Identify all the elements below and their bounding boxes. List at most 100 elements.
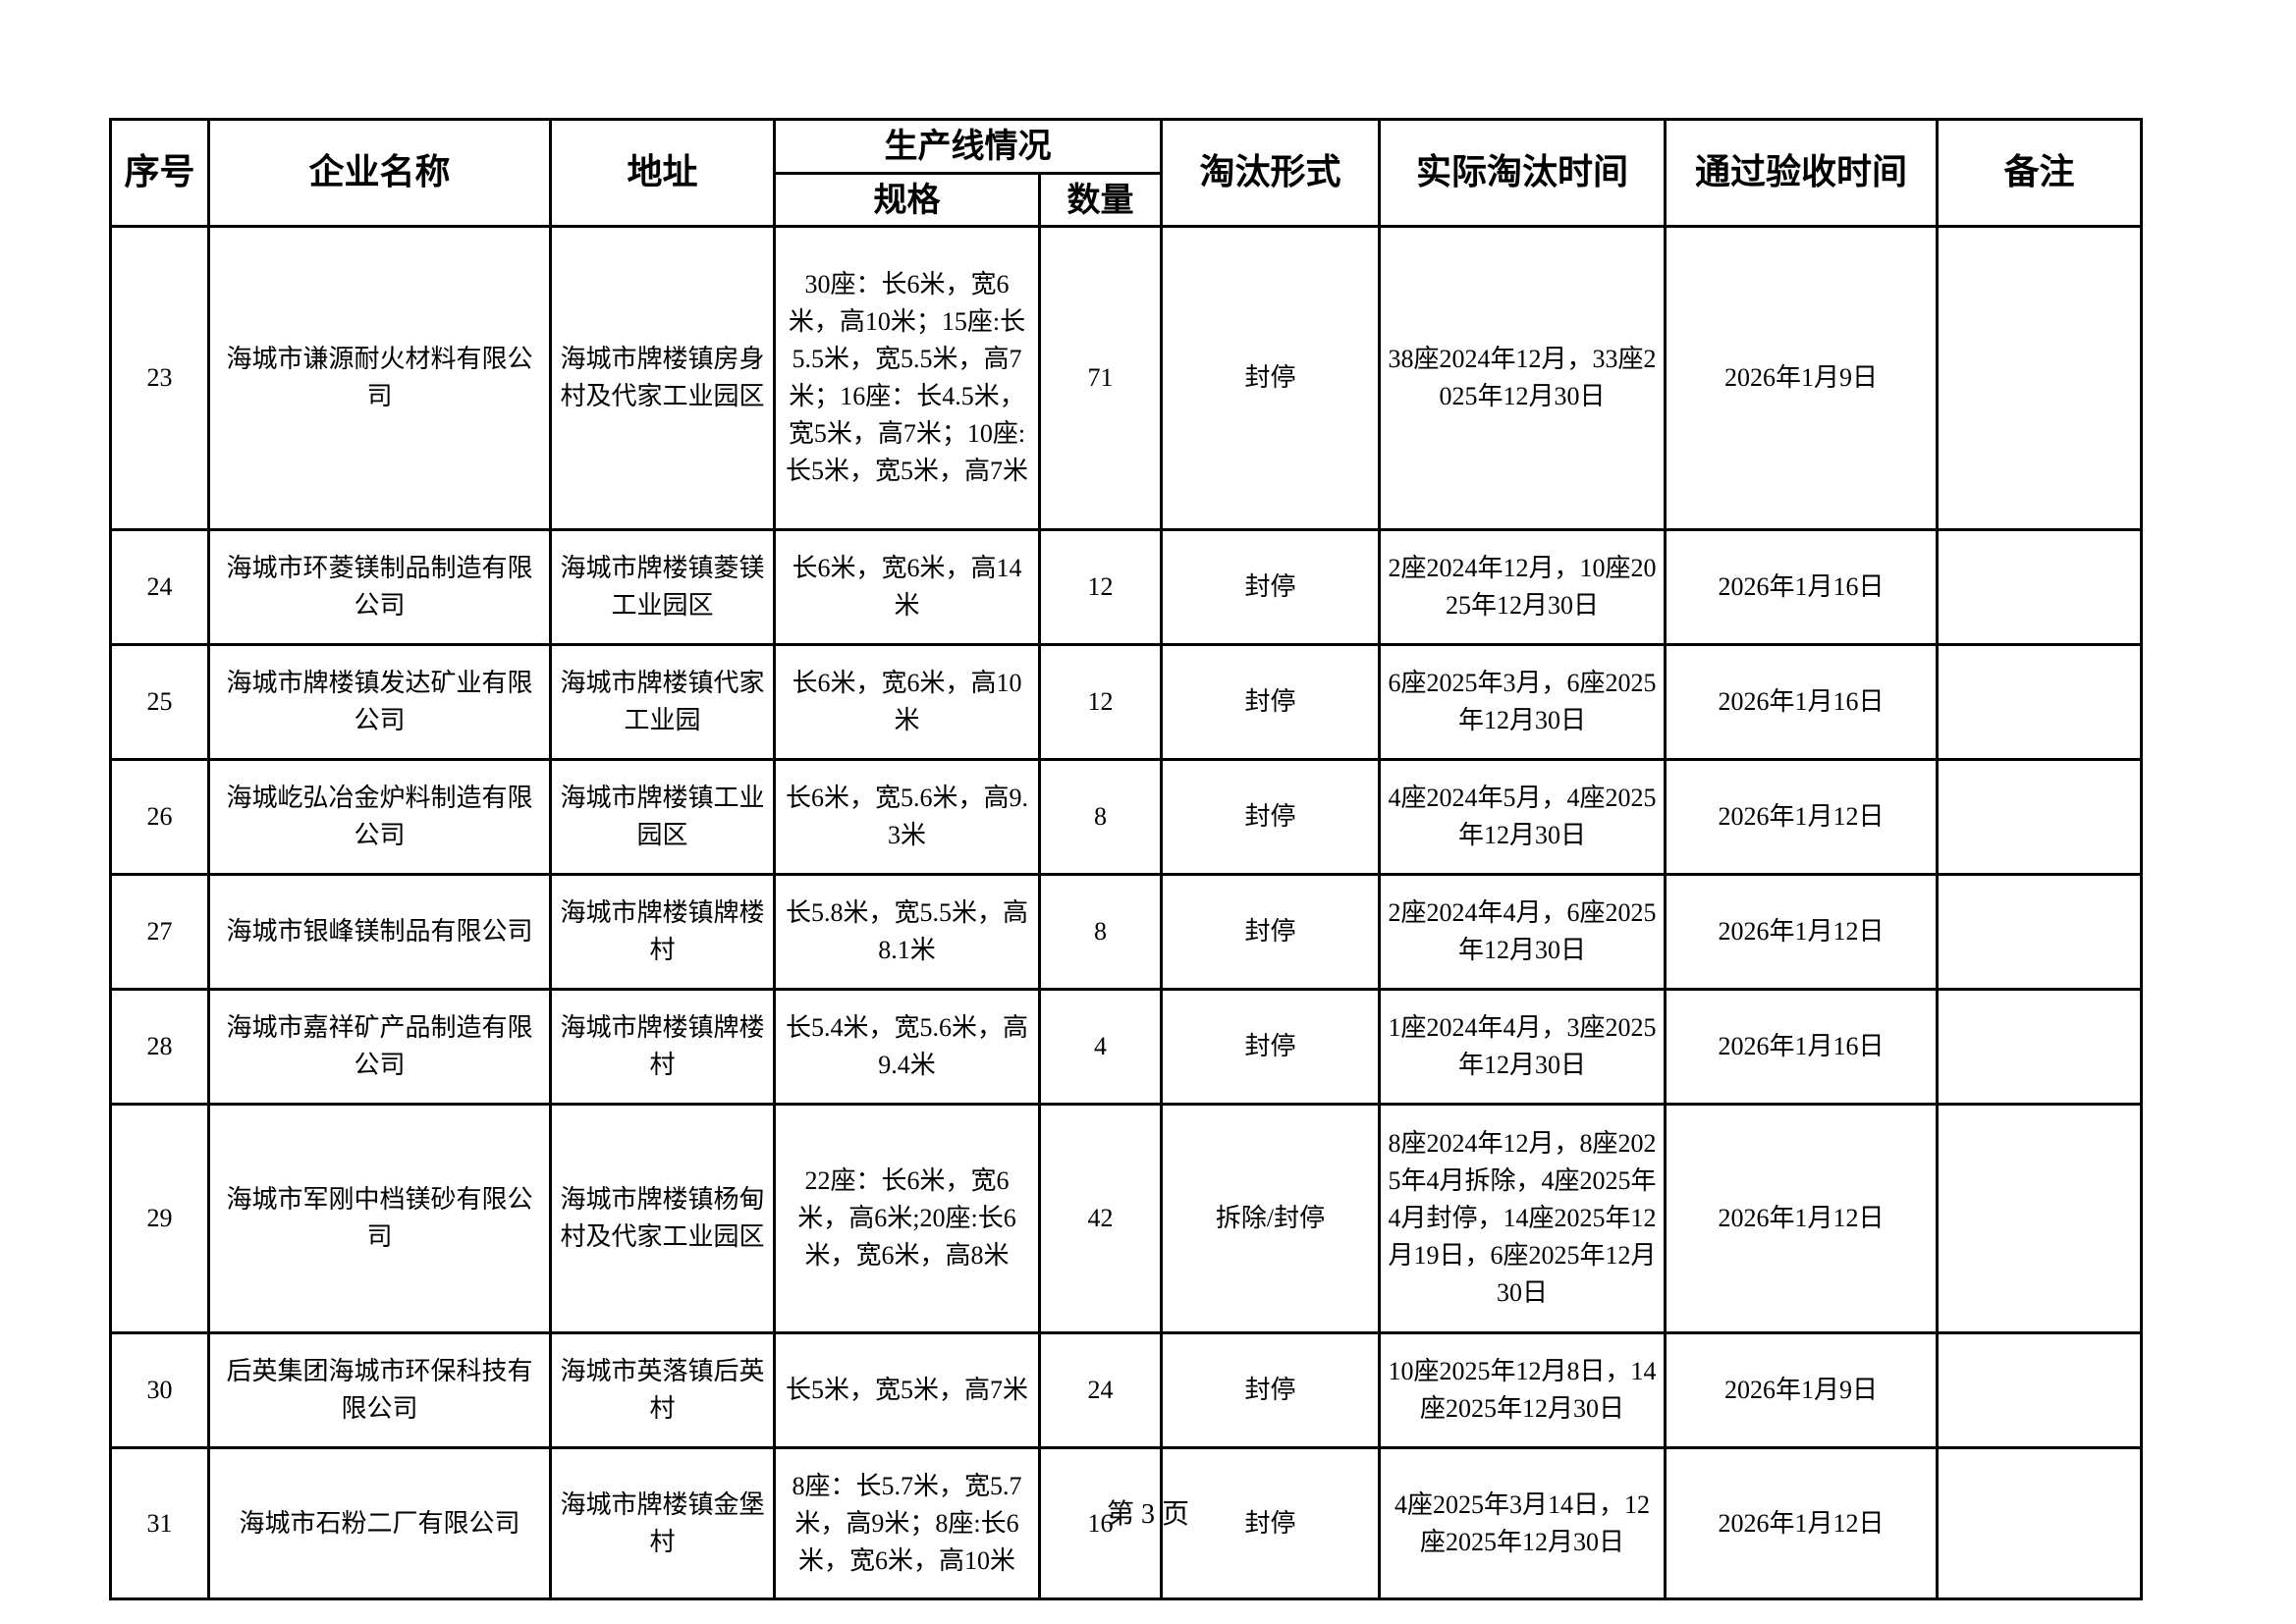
- cell-index: 29: [109, 1103, 210, 1334]
- cell-index: 26: [109, 758, 210, 876]
- table-row: 25 海城市牌楼镇发达矿业有限公司 海城市牌楼镇代家工业园 长6米，宽6米，高10米 1…: [109, 643, 2143, 761]
- table-row: 31 海城市石粉二厂有限公司 海城市牌楼镇金堡村 8座：长5.7米，宽5.7米，高9米…: [109, 1446, 2143, 1600]
- cell-address: 海城市牌楼镇工业园区: [549, 758, 776, 876]
- cell-index: 28: [109, 988, 210, 1106]
- cell-quantity: 71: [1038, 225, 1163, 531]
- cell-company: 后英集团海城市环保科技有限公司: [207, 1331, 552, 1449]
- cell-remarks: [1936, 873, 2143, 991]
- cell-quantity: 8: [1038, 873, 1163, 991]
- cell-quantity: 42: [1038, 1103, 1163, 1334]
- cell-address: 海城市牌楼镇牌楼村: [549, 988, 776, 1106]
- cell-actual-time: 10座2025年12月8日，14座2025年12月30日: [1378, 1331, 1667, 1449]
- cell-index: 24: [109, 528, 210, 646]
- cell-address: 海城市牌楼镇金堡村: [549, 1446, 776, 1600]
- cell-spec: 8座：长5.7米，宽5.7米，高9米；8座:长6米，宽6米，高10米: [773, 1446, 1041, 1600]
- cell-address: 海城市牌楼镇牌楼村: [549, 873, 776, 991]
- cell-company: 海城市环菱镁制品制造有限公司: [207, 528, 552, 646]
- cell-remarks: [1936, 1446, 2143, 1600]
- table-row: 29 海城市军刚中档镁砂有限公司 海城市牌楼镇杨甸村及代家工业园区 22座：长6米，宽…: [109, 1103, 2143, 1334]
- cell-actual-time: 1座2024年4月，3座2025年12月30日: [1378, 988, 1667, 1106]
- cell-acceptance-time: 2026年1月9日: [1664, 1331, 1939, 1449]
- cell-remarks: [1936, 643, 2143, 761]
- cell-company: 海城市银峰镁制品有限公司: [207, 873, 552, 991]
- cell-acceptance-time: 2026年1月16日: [1664, 988, 1939, 1106]
- cell-index: 27: [109, 873, 210, 991]
- table-row: 26 海城屹弘冶金炉料制造有限公司 海城市牌楼镇工业园区 长6米，宽5.6米，高9.3…: [109, 758, 2143, 876]
- cell-index: 31: [109, 1446, 210, 1600]
- cell-company: 海城市嘉祥矿产品制造有限公司: [207, 988, 552, 1106]
- cell-remarks: [1936, 758, 2143, 876]
- table-row: 24 海城市环菱镁制品制造有限公司 海城市牌楼镇菱镁工业园区 长6米，宽6米，高14米…: [109, 528, 2143, 646]
- cell-quantity: 16: [1038, 1446, 1163, 1600]
- cell-quantity: 8: [1038, 758, 1163, 876]
- table-row: 27 海城市银峰镁制品有限公司 海城市牌楼镇牌楼村 长5.8米，宽5.5米，高8.1米…: [109, 873, 2143, 991]
- cell-spec: 30座：长6米，宽6米，高10米；15座:长5.5米，宽5.5米，高7米；16座…: [773, 225, 1041, 531]
- cell-acceptance-time: 2026年1月12日: [1664, 758, 1939, 876]
- header-quantity: 数量: [1038, 172, 1163, 228]
- cell-acceptance-time: 2026年1月12日: [1664, 1103, 1939, 1334]
- cell-address: 海城市牌楼镇杨甸村及代家工业园区: [549, 1103, 776, 1334]
- cell-remarks: [1936, 528, 2143, 646]
- cell-elimination-form: 封停: [1160, 758, 1381, 876]
- cell-address: 海城市牌楼镇菱镁工业园区: [549, 528, 776, 646]
- cell-spec: 22座：长6米，宽6米，高6米;20座:长6米，宽6米，高8米: [773, 1103, 1041, 1334]
- cell-acceptance-time: 2026年1月9日: [1664, 225, 1939, 531]
- cell-quantity: 4: [1038, 988, 1163, 1106]
- header-index: 序号: [109, 118, 210, 228]
- cell-address: 海城市牌楼镇代家工业园: [549, 643, 776, 761]
- cell-spec: 长6米，宽5.6米，高9.3米: [773, 758, 1041, 876]
- cell-remarks: [1936, 225, 2143, 531]
- cell-actual-time: 2座2024年12月，10座2025年12月30日: [1378, 528, 1667, 646]
- cell-remarks: [1936, 1331, 2143, 1449]
- header-actual-time: 实际淘汰时间: [1378, 118, 1667, 228]
- header-remarks: 备注: [1936, 118, 2143, 228]
- header-elimination-form: 淘汰形式: [1160, 118, 1381, 228]
- cell-elimination-form: 封停: [1160, 225, 1381, 531]
- cell-elimination-form: 封停: [1160, 873, 1381, 991]
- cell-acceptance-time: 2026年1月16日: [1664, 643, 1939, 761]
- cell-index: 30: [109, 1331, 210, 1449]
- cell-quantity: 24: [1038, 1331, 1163, 1449]
- cell-spec: 长6米，宽6米，高14米: [773, 528, 1041, 646]
- cell-acceptance-time: 2026年1月16日: [1664, 528, 1939, 646]
- cell-spec: 长6米，宽6米，高10米: [773, 643, 1041, 761]
- cell-company: 海城市牌楼镇发达矿业有限公司: [207, 643, 552, 761]
- cell-index: 25: [109, 643, 210, 761]
- table-row: 28 海城市嘉祥矿产品制造有限公司 海城市牌楼镇牌楼村 长5.4米，宽5.6米，高9.…: [109, 988, 2143, 1106]
- cell-quantity: 12: [1038, 643, 1163, 761]
- cell-company: 海城市石粉二厂有限公司: [207, 1446, 552, 1600]
- cell-company: 海城屹弘冶金炉料制造有限公司: [207, 758, 552, 876]
- cell-elimination-form: 封停: [1160, 988, 1381, 1106]
- cell-address: 海城市英落镇后英村: [549, 1331, 776, 1449]
- header-acceptance-time: 通过验收时间: [1664, 118, 1939, 228]
- cell-actual-time: 2座2024年4月，6座2025年12月30日: [1378, 873, 1667, 991]
- cell-actual-time: 6座2025年3月，6座2025年12月30日: [1378, 643, 1667, 761]
- cell-elimination-form: 拆除/封停: [1160, 1103, 1381, 1334]
- page-number: 第 3 页: [1106, 1499, 1189, 1530]
- cell-actual-time: 38座2024年12月，33座2025年12月30日: [1378, 225, 1667, 531]
- cell-spec: 长5.4米，宽5.6米，高9.4米: [773, 988, 1041, 1106]
- table-row: 23 海城市谦源耐火材料有限公司 海城市牌楼镇房身村及代家工业园区 30座：长6米，宽…: [109, 225, 2143, 531]
- cell-actual-time: 4座2025年3月14日，12座2025年12月30日: [1378, 1446, 1667, 1600]
- cell-acceptance-time: 2026年1月12日: [1664, 873, 1939, 991]
- cell-acceptance-time: 2026年1月12日: [1664, 1446, 1939, 1600]
- cell-actual-time: 4座2024年5月，4座2025年12月30日: [1378, 758, 1667, 876]
- cell-remarks: [1936, 1103, 2143, 1334]
- cell-spec: 长5.8米，宽5.5米，高8.1米: [773, 873, 1041, 991]
- header-company: 企业名称: [207, 118, 552, 228]
- cell-elimination-form: 封停: [1160, 1446, 1381, 1600]
- cell-remarks: [1936, 988, 2143, 1106]
- cell-actual-time: 8座2024年12月，8座2025年4月拆除，4座2025年4月封停，14座20…: [1378, 1103, 1667, 1334]
- table-row: 30 后英集团海城市环保科技有限公司 海城市英落镇后英村 长5米，宽5米，高7米 24 封…: [109, 1331, 2143, 1449]
- cell-address: 海城市牌楼镇房身村及代家工业园区: [549, 225, 776, 531]
- cell-company: 海城市谦源耐火材料有限公司: [207, 225, 552, 531]
- cell-elimination-form: 封停: [1160, 1331, 1381, 1449]
- cell-company: 海城市军刚中档镁砂有限公司: [207, 1103, 552, 1334]
- header-spec: 规格: [773, 172, 1041, 228]
- header-production-line: 生产线情况: [773, 118, 1163, 175]
- cell-elimination-form: 封停: [1160, 643, 1381, 761]
- table-body: 23 海城市谦源耐火材料有限公司 海城市牌楼镇房身村及代家工业园区 30座：长6米，宽…: [109, 225, 2143, 1600]
- cell-elimination-form: 封停: [1160, 528, 1381, 646]
- cell-index: 23: [109, 225, 210, 531]
- elimination-table: 序号 企业名称 地址 生产线情况 淘汰形式 实际淘汰时间 通过验收时间 备注 规…: [109, 118, 2143, 1600]
